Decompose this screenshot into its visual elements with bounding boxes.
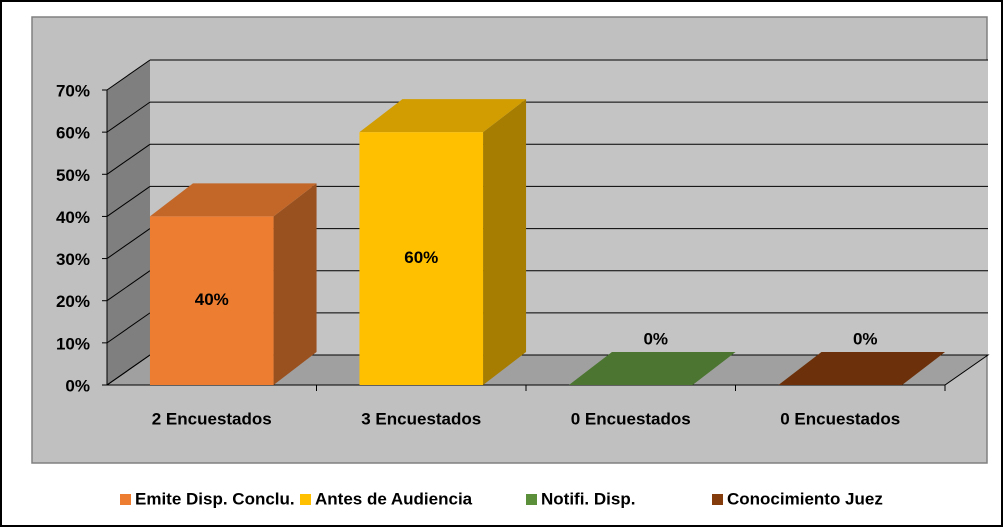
bar (359, 132, 484, 385)
legend-label: Emite Disp. Conclu. (135, 489, 295, 508)
value-label: 0% (643, 329, 668, 348)
legend-swatch (526, 494, 537, 505)
grid-line-side (106, 270, 151, 302)
bar (149, 216, 274, 385)
grid-line-side (106, 59, 151, 91)
side-wall (107, 60, 150, 385)
y-tick-label: 0% (65, 376, 90, 395)
y-tick-label: 50% (56, 166, 90, 185)
y-tick-label: 60% (56, 124, 90, 143)
grid-line-side (106, 354, 151, 386)
x-tick-label: 0 Encuestados (571, 409, 691, 428)
legend-swatch (120, 494, 131, 505)
bar-top (149, 183, 317, 217)
grid-line-side (106, 143, 151, 175)
y-tick-label: 20% (56, 292, 90, 311)
grid-line-side (106, 186, 151, 217)
grid-line-side (106, 228, 151, 259)
x-tick-label: 3 Encuestados (361, 409, 481, 428)
grid-line-side (106, 312, 151, 344)
grid-line-side (106, 101, 151, 133)
value-label: 40% (195, 290, 229, 309)
bar-top (778, 352, 946, 385)
value-label: 60% (404, 248, 438, 267)
legend-label: Notifi. Disp. (541, 489, 635, 508)
y-tick-label: 40% (56, 208, 90, 227)
x-tick-label: 2 Encuestados (152, 409, 272, 428)
y-tick-label: 10% (56, 334, 90, 353)
legend-label: Antes de Audiencia (315, 489, 473, 508)
legend-label: Conocimiento Juez (727, 489, 883, 508)
legend-swatch (300, 494, 311, 505)
x-tick-label: 0 Encuestados (780, 409, 900, 428)
bar-side (483, 99, 527, 386)
bar-top (359, 99, 527, 133)
y-tick-label: 30% (56, 250, 90, 269)
legend-swatch (712, 494, 723, 505)
value-label: 0% (853, 329, 878, 348)
bar-side (273, 183, 317, 385)
bar-top (568, 352, 736, 385)
y-tick-label: 70% (56, 81, 90, 100)
